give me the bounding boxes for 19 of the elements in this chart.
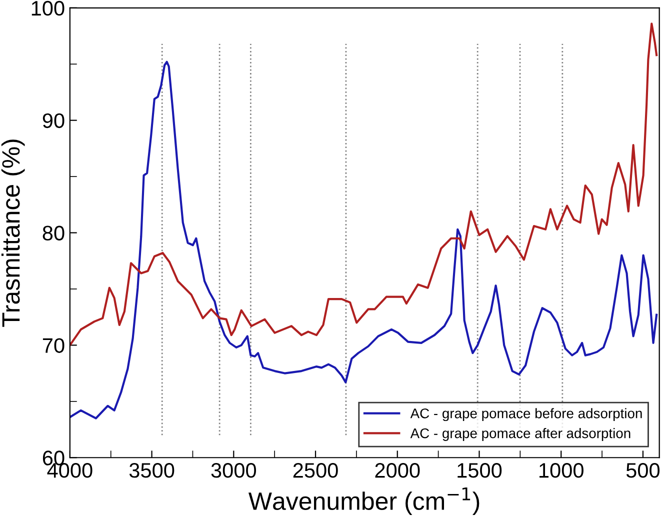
x-tick-label: 4000 bbox=[47, 463, 92, 478]
x-tick-label: 500 bbox=[626, 463, 660, 478]
y-tick-label: 90 bbox=[42, 113, 64, 128]
legend-label: AC - grape pomace before adsorption bbox=[410, 408, 642, 422]
x-tick-label: 2500 bbox=[293, 463, 338, 478]
y-tick-label: 80 bbox=[42, 226, 64, 241]
x-tick-label: 1500 bbox=[458, 463, 502, 478]
x-axis-title: Wavenumber (cm$^{−1}$) bbox=[248, 487, 480, 515]
x-tick-label: 3000 bbox=[211, 463, 256, 478]
x-tick-label: 1000 bbox=[540, 463, 584, 478]
x-tick-label: 2000 bbox=[375, 463, 420, 478]
line-series bbox=[70, 60, 658, 420]
y-tick-label: 60 bbox=[42, 450, 64, 466]
x-tick-label: 3500 bbox=[129, 463, 174, 478]
y-tick-label: 100 bbox=[32, 0, 64, 16]
y-axis-title: Trasmittance (%) bbox=[1, 140, 25, 327]
legend-label: AC - grape pomace after adsorption bbox=[410, 428, 630, 441]
line-series bbox=[70, 22, 658, 346]
y-tick-label: 70 bbox=[42, 338, 64, 353]
